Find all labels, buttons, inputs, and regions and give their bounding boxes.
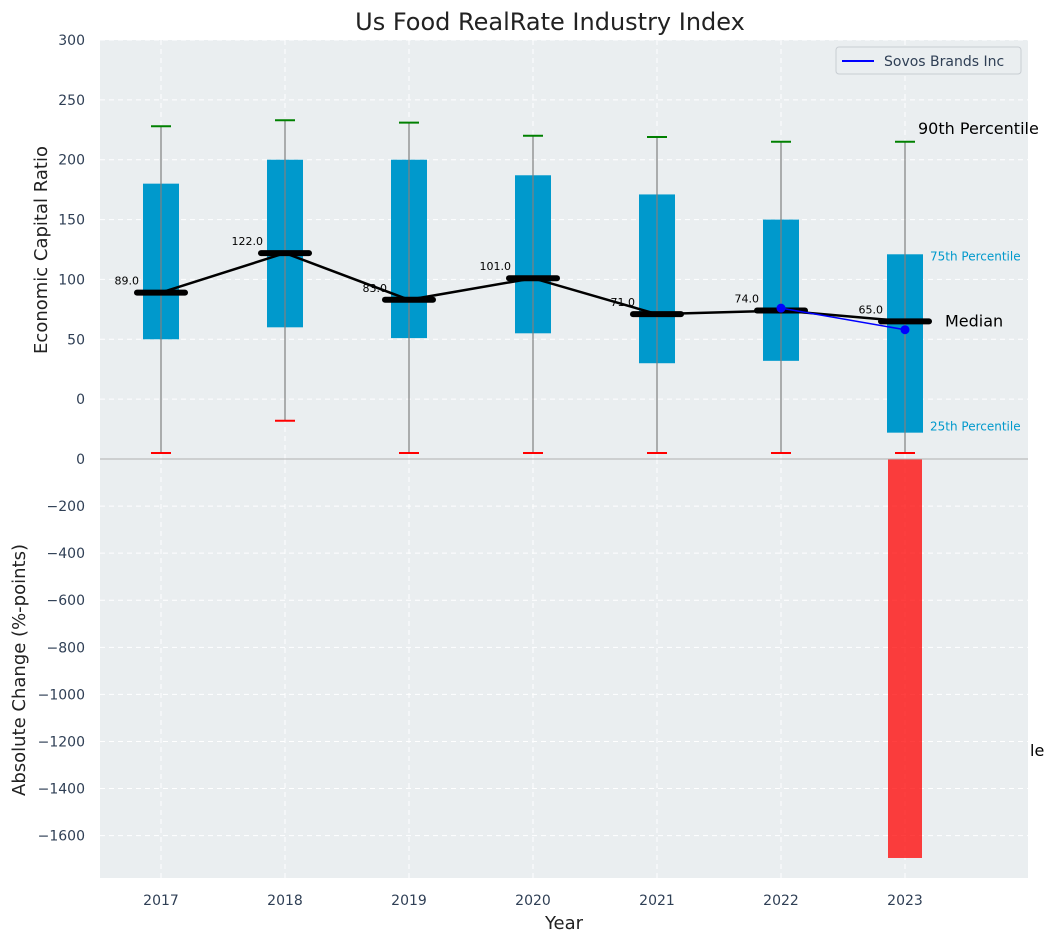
clipped-annotation: le — [1030, 741, 1044, 760]
top-y-tick-label: 100 — [58, 272, 85, 288]
median-value-label: 89.0 — [115, 275, 140, 288]
x-tick-label: 2023 — [887, 893, 923, 909]
bottom-y-tick-label: −1400 — [38, 782, 85, 798]
bottom-y-tick-label: −600 — [47, 593, 85, 609]
top-y-tick-label: 300 — [58, 33, 85, 49]
p25-annotation: 25th Percentile — [930, 420, 1021, 434]
company-point — [776, 303, 786, 313]
x-tick-label: 2021 — [639, 893, 675, 909]
bottom-y-tick-label: 0 — [76, 452, 85, 468]
top-plot-background — [100, 40, 1028, 459]
bottom-y-tick-label: −200 — [47, 499, 85, 515]
median-value-label: 65.0 — [859, 303, 884, 316]
x-tick-label: 2017 — [143, 893, 179, 909]
median-value-label: 122.0 — [232, 235, 264, 248]
top-y-axis-label: Economic Capital Ratio — [31, 146, 52, 354]
bottom-y-tick-label: −1000 — [38, 687, 85, 703]
change-bar — [888, 459, 922, 858]
chart-title: Us Food RealRate Industry Index — [355, 8, 745, 36]
x-axis-label: Year — [544, 913, 584, 934]
bottom-y-tick-label: −800 — [47, 640, 85, 656]
legend: Sovos Brands Inc — [835, 46, 1022, 75]
company-line — [780, 307, 906, 331]
bottom-y-tick-label: −1600 — [38, 829, 85, 845]
legend-label: Sovos Brands Inc — [884, 54, 1004, 70]
median-value-label: 71.0 — [611, 296, 636, 309]
top-panel: 0 50 100 150 200 250 300 89.0 122.0 83.0 101.0 71.0… — [58, 33, 1039, 459]
bottom-y-tick-label: −400 — [47, 546, 85, 562]
x-tick-label: 2020 — [515, 893, 551, 909]
company-point — [900, 325, 910, 335]
median-value-label: 74.0 — [735, 293, 760, 306]
median-value-label: 101.0 — [480, 260, 512, 273]
top-y-tick-label: 250 — [58, 93, 85, 109]
p75-annotation: 75th Percentile — [930, 249, 1021, 263]
p90-annotation: 90th Percentile — [918, 119, 1039, 138]
x-tick-label: 2018 — [267, 893, 303, 909]
bottom-panel: 0 −200 −400 −600 −800 −1000 −1200 −1400 −1600 201… — [38, 452, 1045, 909]
x-tick-label: 2022 — [763, 893, 799, 909]
top-y-tick-label: 0 — [76, 392, 85, 408]
median-value-label: 83.0 — [363, 282, 388, 295]
median-annotation: Median — [945, 311, 1003, 330]
bottom-y-tick-label: −1200 — [38, 734, 85, 750]
top-y-tick-label: 200 — [58, 153, 85, 169]
legend-box — [835, 46, 1022, 75]
x-tick-label: 2019 — [391, 893, 427, 909]
top-y-tick-label: 50 — [67, 332, 85, 348]
top-y-tick-label: 150 — [58, 213, 85, 229]
bottom-y-axis-label: Absolute Change (%-points) — [9, 544, 30, 796]
bottom-plot-background — [100, 459, 1028, 878]
